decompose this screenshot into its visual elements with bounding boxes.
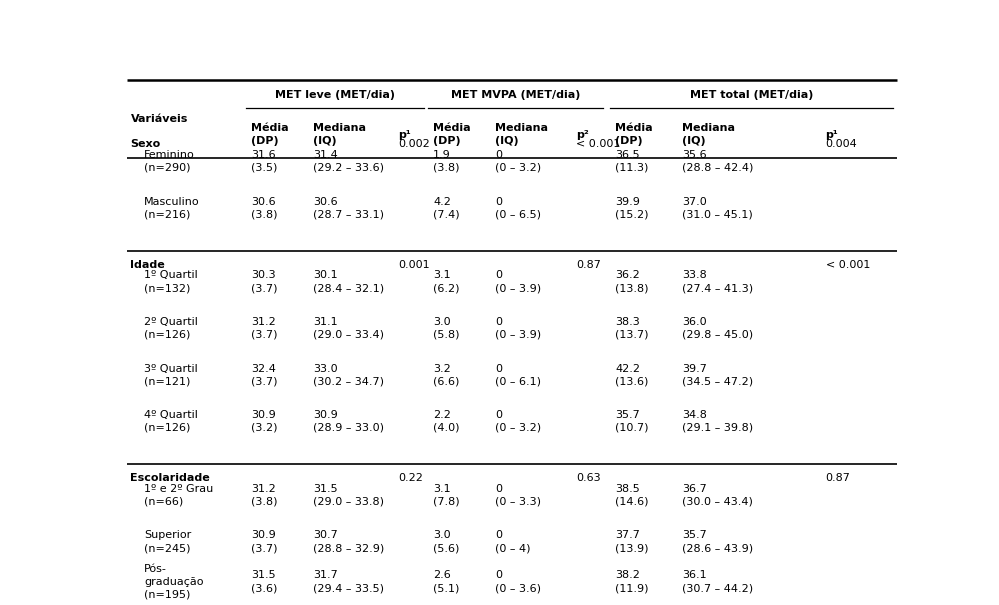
Text: 30.6
(3.8): 30.6 (3.8) <box>251 197 278 220</box>
Text: 37.7
(13.9): 37.7 (13.9) <box>615 531 648 553</box>
Text: 0.87: 0.87 <box>576 260 601 270</box>
Text: 32.4
(3.7): 32.4 (3.7) <box>251 364 278 387</box>
Text: Superior
(n=245): Superior (n=245) <box>144 531 192 553</box>
Text: Idade: Idade <box>130 260 165 270</box>
Text: 30.9
(3.2): 30.9 (3.2) <box>251 410 278 433</box>
Text: 31.5
(3.6): 31.5 (3.6) <box>251 571 278 593</box>
Text: 3.2
(6.6): 3.2 (6.6) <box>433 364 460 387</box>
Text: < 0.001: < 0.001 <box>825 260 870 270</box>
Text: 30.1
(28.4 – 32.1): 30.1 (28.4 – 32.1) <box>313 270 385 293</box>
Text: 0.004: 0.004 <box>825 139 857 149</box>
Text: 2.6
(5.1): 2.6 (5.1) <box>433 571 460 593</box>
Text: Pós-
graduação
(n=195): Pós- graduação (n=195) <box>144 564 204 600</box>
Text: Média
(DP): Média (DP) <box>433 123 471 146</box>
Text: 4.2
(7.4): 4.2 (7.4) <box>433 197 460 220</box>
Text: Masculino
(n=216): Masculino (n=216) <box>144 197 200 220</box>
Text: p¹: p¹ <box>399 129 411 140</box>
Text: 31.2
(3.8): 31.2 (3.8) <box>251 484 278 506</box>
Text: 1.9
(3.8): 1.9 (3.8) <box>433 150 460 173</box>
Text: 35.7
(10.7): 35.7 (10.7) <box>615 410 648 433</box>
Text: MET total (MET/dia): MET total (MET/dia) <box>689 90 813 100</box>
Text: 38.5
(14.6): 38.5 (14.6) <box>615 484 648 506</box>
Text: 0
(0 – 3.2): 0 (0 – 3.2) <box>495 150 541 173</box>
Text: 0.002: 0.002 <box>399 139 430 149</box>
Text: 38.2
(11.9): 38.2 (11.9) <box>615 571 648 593</box>
Text: 30.3
(3.7): 30.3 (3.7) <box>251 270 278 293</box>
Text: 1º Quartil
(n=132): 1º Quartil (n=132) <box>144 270 198 293</box>
Text: 2º Quartil
(n=126): 2º Quartil (n=126) <box>144 317 198 340</box>
Text: 3º Quartil
(n=121): 3º Quartil (n=121) <box>144 364 198 387</box>
Text: Variáveis: Variáveis <box>131 114 189 123</box>
Text: Sexo: Sexo <box>130 139 161 149</box>
Text: 3.0
(5.6): 3.0 (5.6) <box>433 531 460 553</box>
Text: 36.0
(29.8 – 45.0): 36.0 (29.8 – 45.0) <box>682 317 753 340</box>
Text: Feminino
(n=290): Feminino (n=290) <box>144 150 195 173</box>
Text: Média
(DP): Média (DP) <box>251 123 289 146</box>
Text: 0
(0 – 3.2): 0 (0 – 3.2) <box>495 410 541 433</box>
Text: Mediana
(IQ): Mediana (IQ) <box>495 123 548 146</box>
Text: 31.5
(29.0 – 33.8): 31.5 (29.0 – 33.8) <box>313 484 384 506</box>
Text: Mediana
(IQ): Mediana (IQ) <box>682 123 735 146</box>
Text: 31.7
(29.4 – 33.5): 31.7 (29.4 – 33.5) <box>313 571 384 593</box>
Text: Média
(DP): Média (DP) <box>615 123 652 146</box>
Text: 34.8
(29.1 – 39.8): 34.8 (29.1 – 39.8) <box>682 410 753 433</box>
Text: 31.1
(29.0 – 33.4): 31.1 (29.0 – 33.4) <box>313 317 384 340</box>
Text: 33.8
(27.4 – 41.3): 33.8 (27.4 – 41.3) <box>682 270 753 293</box>
Text: 1º e 2º Grau
(n=66): 1º e 2º Grau (n=66) <box>144 484 214 506</box>
Text: 36.2
(13.8): 36.2 (13.8) <box>615 270 648 293</box>
Text: 37.0
(31.0 – 45.1): 37.0 (31.0 – 45.1) <box>682 197 753 220</box>
Text: 31.6
(3.5): 31.6 (3.5) <box>251 150 278 173</box>
Text: p¹: p¹ <box>825 129 838 140</box>
Text: 0.001: 0.001 <box>399 260 430 270</box>
Text: MET MVPA (MET/dia): MET MVPA (MET/dia) <box>451 90 580 100</box>
Text: 30.9
(28.9 – 33.0): 30.9 (28.9 – 33.0) <box>313 410 384 433</box>
Text: 39.9
(15.2): 39.9 (15.2) <box>615 197 648 220</box>
Text: < 0.001: < 0.001 <box>576 139 620 149</box>
Text: 39.7
(34.5 – 47.2): 39.7 (34.5 – 47.2) <box>682 364 753 387</box>
Text: 35.6
(28.8 – 42.4): 35.6 (28.8 – 42.4) <box>682 150 753 173</box>
Text: 31.2
(3.7): 31.2 (3.7) <box>251 317 278 340</box>
Text: Escolaridade: Escolaridade <box>130 473 210 483</box>
Text: 0
(0 – 3.9): 0 (0 – 3.9) <box>495 317 541 340</box>
Text: 4º Quartil
(n=126): 4º Quartil (n=126) <box>144 410 198 433</box>
Text: 30.9
(3.7): 30.9 (3.7) <box>251 531 278 553</box>
Text: 33.0
(30.2 – 34.7): 33.0 (30.2 – 34.7) <box>313 364 384 387</box>
Text: 0
(0 – 4): 0 (0 – 4) <box>495 531 530 553</box>
Text: 3.1
(6.2): 3.1 (6.2) <box>433 270 460 293</box>
Text: 0
(0 – 3.9): 0 (0 – 3.9) <box>495 270 541 293</box>
Text: 36.7
(30.0 – 43.4): 36.7 (30.0 – 43.4) <box>682 484 753 506</box>
Text: 0
(0 – 3.6): 0 (0 – 3.6) <box>495 571 540 593</box>
Text: 2.2
(4.0): 2.2 (4.0) <box>433 410 460 433</box>
Text: p²: p² <box>576 129 589 140</box>
Text: 0
(0 – 3.3): 0 (0 – 3.3) <box>495 484 540 506</box>
Text: 3.0
(5.8): 3.0 (5.8) <box>433 317 460 340</box>
Text: 0
(0 – 6.5): 0 (0 – 6.5) <box>495 197 540 220</box>
Text: 35.7
(28.6 – 43.9): 35.7 (28.6 – 43.9) <box>682 531 753 553</box>
Text: 42.2
(13.6): 42.2 (13.6) <box>615 364 648 387</box>
Text: 0.87: 0.87 <box>825 473 850 483</box>
Text: 36.1
(30.7 – 44.2): 36.1 (30.7 – 44.2) <box>682 571 753 593</box>
Text: 0
(0 – 6.1): 0 (0 – 6.1) <box>495 364 540 387</box>
Text: 31.4
(29.2 – 33.6): 31.4 (29.2 – 33.6) <box>313 150 384 173</box>
Text: 0.22: 0.22 <box>399 473 423 483</box>
Text: 30.6
(28.7 – 33.1): 30.6 (28.7 – 33.1) <box>313 197 384 220</box>
Text: 0.63: 0.63 <box>576 473 600 483</box>
Text: MET leve (MET/dia): MET leve (MET/dia) <box>275 90 395 100</box>
Text: 30.7
(28.8 – 32.9): 30.7 (28.8 – 32.9) <box>313 531 385 553</box>
Text: 36.5
(11.3): 36.5 (11.3) <box>615 150 648 173</box>
Text: 38.3
(13.7): 38.3 (13.7) <box>615 317 648 340</box>
Text: Mediana
(IQ): Mediana (IQ) <box>313 123 366 146</box>
Text: 3.1
(7.8): 3.1 (7.8) <box>433 484 460 506</box>
